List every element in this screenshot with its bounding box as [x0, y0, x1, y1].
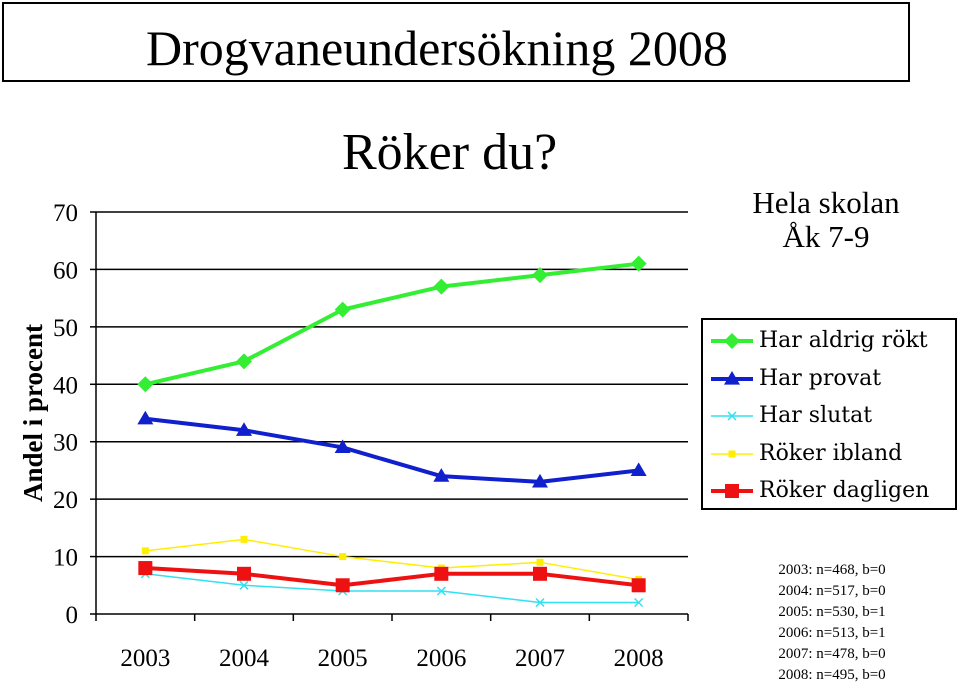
legend-label: Röker ibland	[759, 440, 903, 466]
legend-label: Har provat	[759, 365, 882, 391]
data-point	[141, 547, 149, 555]
data-point	[728, 450, 736, 457]
data-point	[436, 586, 446, 596]
y-tick-label: 30	[53, 430, 78, 457]
title-box: Drogvaneundersökning 2008	[2, 2, 910, 82]
data-point	[725, 484, 739, 498]
legend-swatch	[711, 411, 753, 421]
sample-note: 2007: n=478, b=0	[778, 646, 886, 662]
legend-label: Röker dagligen	[759, 478, 930, 503]
sample-note: 2004: n=517, b=0	[778, 583, 886, 599]
y-tick-label: 10	[53, 545, 78, 572]
y-axis-label: Andel i procent	[18, 324, 48, 502]
legend-item: Har aldrig rökt	[703, 326, 953, 356]
data-point	[535, 597, 545, 608]
legend-item: Röker dagligen	[703, 476, 953, 506]
data-point	[630, 462, 647, 477]
y-axis: 0 10 20 30 40 50 60 70 Andel i procent	[18, 200, 97, 629]
page-title: Drogvaneundersökning 2008	[146, 20, 728, 76]
data-point	[236, 353, 252, 370]
data-point	[240, 535, 248, 543]
chart-title: Röker du?	[342, 124, 558, 181]
legend-item: Röker ibland	[703, 439, 953, 469]
data-point	[536, 558, 544, 566]
series-line	[145, 416, 639, 484]
data-point	[631, 578, 646, 593]
data-point	[634, 597, 644, 608]
data-point	[334, 439, 351, 454]
data-point	[433, 278, 450, 295]
scope-label: Hela skolan Åk 7-9	[700, 186, 952, 254]
data-point	[533, 566, 547, 581]
data-point	[532, 473, 548, 488]
y-tick-label: 50	[53, 315, 78, 342]
x-tick-label: 2004	[219, 645, 270, 672]
y-tick-label: 70	[53, 200, 78, 227]
data-point	[724, 333, 740, 349]
data-point	[630, 255, 647, 272]
legend: Har aldrig rökt Har provat Har slutat Röker…	[701, 318, 957, 510]
data-point	[237, 566, 251, 581]
legend-label: Har aldrig rökt	[759, 328, 928, 353]
sample-note: 2005: n=530, b=1	[778, 604, 886, 620]
legend-label: Har slutat	[759, 403, 873, 428]
data-point	[137, 410, 154, 425]
x-tick-label: 2003	[120, 645, 170, 672]
y-tick-label: 0	[66, 602, 79, 629]
sample-note: 2008: n=495, b=0	[778, 667, 886, 683]
legend-item: Har provat	[703, 364, 953, 394]
y-tick-label: 60	[53, 257, 78, 284]
sample-note: 2006: n=513, b=1	[778, 625, 886, 641]
data-point	[137, 376, 154, 393]
x-tick-label: 2005	[318, 645, 368, 672]
data-point	[239, 580, 249, 590]
grid-lines	[96, 211, 688, 615]
series-line	[145, 538, 639, 581]
series-line	[145, 573, 639, 604]
y-tick-label: 40	[53, 372, 78, 399]
data-point	[335, 578, 350, 593]
legend-swatch	[711, 333, 753, 349]
scope-line-grades: Åk 7-9	[782, 219, 870, 254]
x-tick-label: 2006	[416, 645, 466, 672]
x-axis: 2003 2004 2005 2006 2007 2008	[95, 614, 689, 672]
data-point	[339, 553, 347, 561]
data-point	[532, 267, 548, 284]
data-point	[434, 566, 449, 581]
scope-line-school: Hela skolan	[752, 185, 900, 220]
series-layer	[137, 255, 647, 608]
data-point	[334, 301, 351, 318]
data-point	[138, 561, 153, 576]
legend-swatch	[711, 450, 753, 457]
x-tick-label: 2007	[515, 645, 565, 672]
data-point	[236, 422, 252, 436]
data-point	[724, 370, 740, 385]
data-point	[433, 468, 450, 482]
series-line	[145, 566, 639, 588]
series-1	[137, 410, 647, 488]
series-line	[144, 261, 639, 387]
sample-notes: 2003: n=468, b=0 2004: n=517, b=0 2005: …	[722, 560, 942, 686]
series-4	[138, 561, 646, 593]
y-tick-label: 20	[53, 487, 78, 514]
legend-swatch	[711, 370, 753, 385]
legend-swatch	[711, 484, 753, 498]
legend-item: Har slutat	[703, 401, 953, 431]
data-point	[727, 411, 737, 421]
sample-note: 2003: n=468, b=0	[778, 562, 886, 578]
x-tick-label: 2008	[614, 645, 664, 672]
series-0	[137, 255, 647, 393]
